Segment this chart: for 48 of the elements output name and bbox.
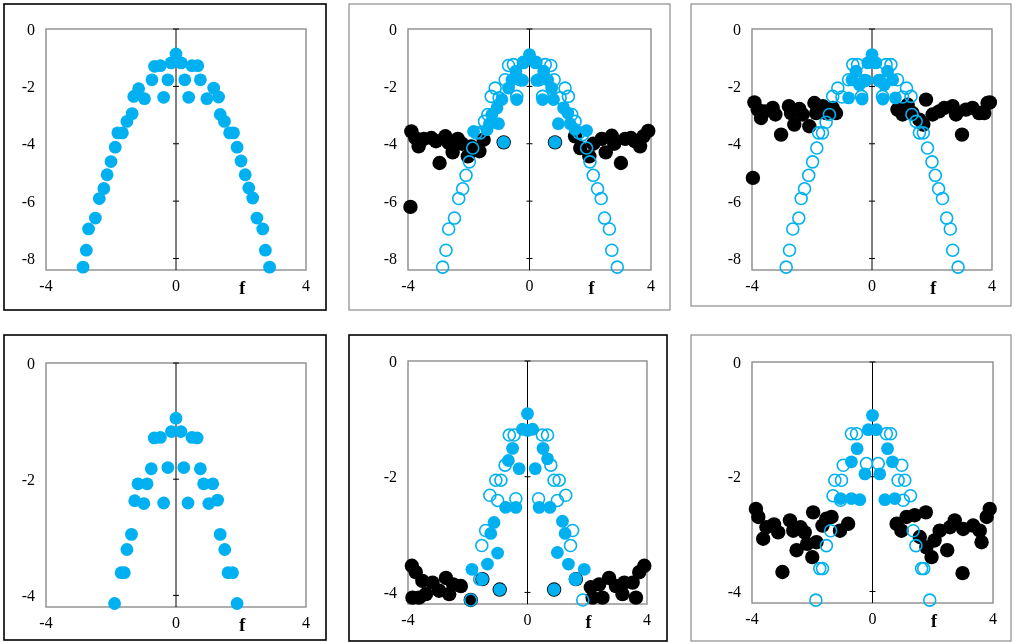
y-tick-label: 0: [733, 353, 741, 371]
x-tick-label: 0: [525, 277, 534, 294]
x-tick-label: 0: [172, 614, 180, 631]
x-axis-title: f: [588, 278, 596, 298]
y-tick-label: -4: [383, 135, 397, 153]
x-tick-label: -4: [401, 277, 415, 294]
x-tick-label: -4: [39, 277, 53, 294]
y-tick-label: -2: [21, 470, 35, 488]
y-tick-label: -2: [383, 468, 397, 486]
x-tick-label: 0: [172, 277, 180, 294]
y-tick-label: -6: [383, 192, 397, 210]
x-tick-label: 4: [302, 614, 310, 631]
x-tick-label: -4: [401, 611, 415, 628]
y-tick-label: 0: [27, 20, 35, 38]
x-axis-title: f: [585, 612, 593, 632]
x-tick-label: 4: [989, 610, 997, 627]
y-tick-label: -4: [727, 135, 741, 153]
y-tick-label: -8: [727, 250, 741, 268]
y-tick-label: -2: [21, 77, 35, 95]
x-axis-title: f: [930, 611, 938, 631]
x-tick-label: 4: [647, 277, 655, 294]
y-tick-label: -6: [727, 192, 741, 210]
x-tick-label: 0: [868, 610, 877, 627]
x-tick-label: 0: [523, 611, 532, 628]
y-tick-label: 0: [389, 352, 397, 370]
x-tick-label: -4: [745, 277, 759, 294]
y-tick-label: -4: [21, 135, 35, 153]
y-tick-label: -4: [21, 586, 35, 604]
y-tick-label: -2: [727, 468, 741, 486]
x-axis-title: f: [239, 278, 247, 298]
y-tick-label: 0: [389, 20, 397, 38]
y-tick-label: -6: [21, 192, 35, 210]
x-tick-label: 0: [868, 277, 876, 294]
y-tick-label: -2: [727, 77, 741, 95]
y-tick-label: -4: [727, 583, 741, 601]
x-axis-title: f: [930, 278, 938, 298]
y-tick-label: 0: [27, 354, 35, 372]
x-axis-title: f: [239, 615, 247, 635]
y-tick-label: -8: [383, 250, 397, 268]
y-tick-label: -2: [383, 77, 397, 95]
x-tick-label: -4: [39, 614, 53, 631]
y-tick-label: -8: [21, 250, 35, 268]
y-tick-label: -4: [383, 583, 397, 601]
y-tick-label: 0: [733, 20, 741, 38]
x-tick-label: 4: [643, 611, 651, 628]
x-tick-label: 4: [302, 277, 310, 294]
x-tick-label: -4: [745, 610, 759, 627]
x-tick-label: 4: [988, 277, 996, 294]
